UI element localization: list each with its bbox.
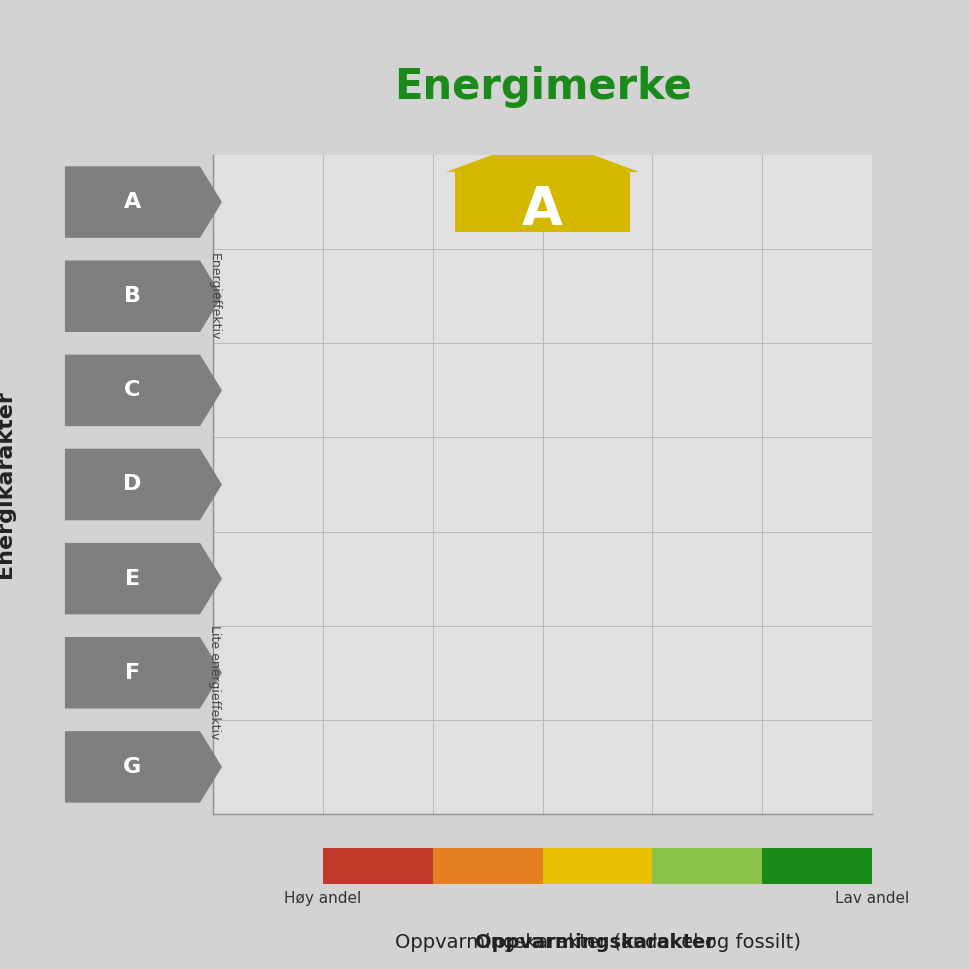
Text: E: E [125,569,141,588]
Text: Lite energieffektiv: Lite energieffektiv [207,625,221,739]
Polygon shape [65,543,222,614]
Text: Høy andel: Høy andel [284,891,361,906]
Text: C: C [124,381,141,400]
Text: Energikarakter: Energikarakter [0,391,15,578]
Polygon shape [65,167,222,237]
Polygon shape [65,637,222,708]
Text: G: G [123,757,141,777]
Bar [323,848,433,884]
Bar [763,848,872,884]
Text: Energimerke: Energimerke [393,66,692,109]
Polygon shape [446,137,640,172]
Polygon shape [65,449,222,520]
Bar [433,848,543,884]
Text: Energieffektiv: Energieffektiv [207,253,221,340]
Bar [543,848,652,884]
Text: F: F [125,663,141,683]
Text: A: A [522,184,563,235]
Text: A: A [124,192,141,212]
Bar [652,848,763,884]
Text: Lav andel: Lav andel [835,891,909,906]
Polygon shape [454,172,631,233]
Polygon shape [65,355,222,426]
Text: D: D [123,475,141,494]
Polygon shape [65,261,222,332]
Text: Oppvarmingskarakter: Oppvarmingskarakter [475,932,715,952]
Polygon shape [65,732,222,802]
Text: Oppvarmingskarakter (andel el og fossilt): Oppvarmingskarakter (andel el og fossilt… [394,932,800,952]
Text: B: B [124,286,141,306]
